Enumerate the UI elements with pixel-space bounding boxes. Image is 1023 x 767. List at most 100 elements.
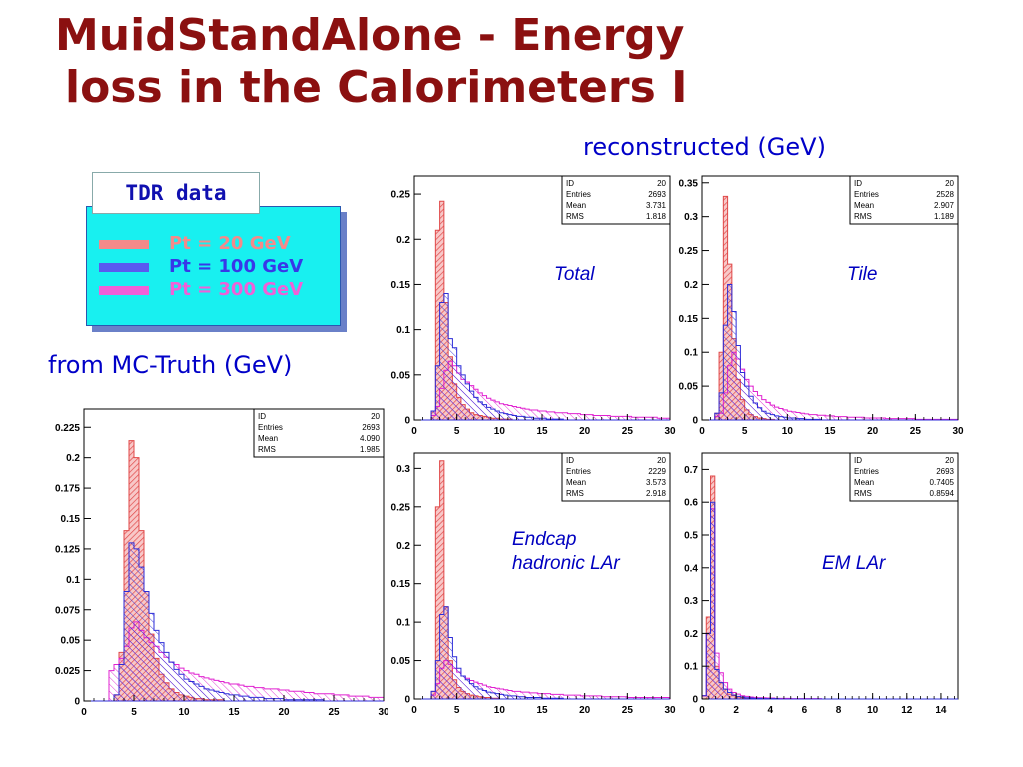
x-tick-label: 2 xyxy=(733,705,739,716)
series-pt100 xyxy=(84,542,384,702)
stats-value: 20 xyxy=(945,456,954,465)
x-tick-label: 0 xyxy=(699,705,705,716)
stats-value: 2.907 xyxy=(934,201,955,210)
x-tick-label: 20 xyxy=(579,705,591,716)
stats-key: ID xyxy=(854,456,862,465)
y-tick-label: 0.2 xyxy=(684,629,698,640)
y-tick-label: 0.7 xyxy=(684,465,698,476)
y-tick-label: 0.1 xyxy=(684,662,698,673)
x-tick-label: 6 xyxy=(802,705,808,716)
x-tick-label: 20 xyxy=(579,426,591,437)
y-tick-label: 0 xyxy=(404,416,410,427)
legend-swatch-pt100 xyxy=(99,263,149,272)
slide-title-line-1: MuidStandAlone - Energy xyxy=(55,10,685,61)
stats-key: Mean xyxy=(854,201,874,210)
x-tick-label: 10 xyxy=(782,426,794,437)
stats-value: 20 xyxy=(657,179,666,188)
x-tick-label: 4 xyxy=(767,705,773,716)
y-tick-label: 0.1 xyxy=(396,325,410,336)
stats-value: 3.573 xyxy=(646,478,667,487)
stats-value: 4.090 xyxy=(360,434,381,443)
legend-tag: TDR data xyxy=(92,172,260,214)
y-tick-label: 0.2 xyxy=(396,541,410,552)
y-tick-label: 0.225 xyxy=(55,423,80,434)
slide-title: MuidStandAlone - Energy loss in the Calo… xyxy=(55,10,755,114)
x-tick-label: 8 xyxy=(836,705,842,716)
x-tick-label: 30 xyxy=(378,707,388,718)
x-tick-label: 25 xyxy=(622,426,634,437)
stats-value: 0.7405 xyxy=(930,478,955,487)
legend-item-pt20: Pt = 20 GeV xyxy=(95,233,335,255)
y-tick-label: 0.4 xyxy=(684,563,698,574)
y-tick-label: 0.025 xyxy=(55,666,80,677)
slide-title-line-2: loss in the Calorimeters I xyxy=(65,62,688,113)
y-tick-label: 0.075 xyxy=(55,605,80,616)
x-tick-label: 10 xyxy=(867,705,879,716)
y-tick-label: 0.3 xyxy=(684,212,698,223)
stats-value: 2693 xyxy=(648,190,666,199)
x-tick-label: 0 xyxy=(411,705,417,716)
x-tick-label: 0 xyxy=(699,426,705,437)
legend-swatch-pt300 xyxy=(99,286,149,295)
x-tick-label: 10 xyxy=(494,705,506,716)
y-tick-label: 0.6 xyxy=(684,498,698,509)
x-tick-label: 15 xyxy=(536,426,548,437)
stats-key: Entries xyxy=(854,190,879,199)
stats-key: Entries xyxy=(258,423,283,432)
x-tick-label: 10 xyxy=(178,707,190,718)
stats-key: ID xyxy=(566,179,574,188)
x-tick-label: 20 xyxy=(278,707,290,718)
histogram-endcap-hadronic-lar: 0 5 10 15 20 25 30 0 0.05 0.1 0.15 0.2 0.25 0.3 ID 20 En… xyxy=(384,449,676,721)
stats-key: Entries xyxy=(566,467,591,476)
x-tick-label: 5 xyxy=(742,426,748,437)
stats-value: 2229 xyxy=(648,467,666,476)
histogram-total: 0 5 10 15 20 25 30 0 0.05 0.1 0.15 0.2 0.25 ID 20 Entri… xyxy=(384,172,676,442)
series-pt100 xyxy=(414,606,670,700)
y-tick-label: 0.1 xyxy=(684,348,698,359)
series-pt100 xyxy=(701,501,958,700)
stats-value: 2693 xyxy=(362,423,380,432)
stats-value: 20 xyxy=(945,179,954,188)
stats-box xyxy=(561,175,671,225)
x-tick-label: 15 xyxy=(824,426,836,437)
stats-value: 2528 xyxy=(936,190,954,199)
x-tick-label: 15 xyxy=(228,707,240,718)
y-tick-label: 0.15 xyxy=(61,514,81,525)
y-tick-label: 0.1 xyxy=(396,618,410,629)
y-tick-label: 0.35 xyxy=(679,178,699,189)
y-tick-label: 0.05 xyxy=(61,636,81,647)
y-tick-label: 0.25 xyxy=(679,246,699,257)
x-tick-label: 30 xyxy=(952,426,964,437)
stats-value: 20 xyxy=(657,456,666,465)
caption-mc-truth: from MC-Truth (GeV) xyxy=(48,351,293,379)
series-pt100 xyxy=(414,292,670,421)
x-tick-label: 25 xyxy=(910,426,922,437)
legend-box: Pt = 20 GeV Pt = 100 GeV Pt = 300 GeV xyxy=(86,206,341,326)
y-tick-label: 0 xyxy=(74,697,80,708)
y-tick-label: 0.3 xyxy=(684,596,698,607)
y-tick-label: 0.25 xyxy=(391,190,411,201)
stats-key: RMS xyxy=(566,212,584,221)
x-tick-label: 5 xyxy=(131,707,137,718)
histogram-svg: 0 5 10 15 20 25 30 0 0.025 0.05 0.075 0.1 0.125 0.15 0… xyxy=(55,408,388,718)
y-tick-label: 0 xyxy=(404,695,410,706)
stats-value: 1.818 xyxy=(646,212,667,221)
stats-box xyxy=(849,452,959,502)
stats-key: RMS xyxy=(854,489,872,498)
stats-key: RMS xyxy=(854,212,872,221)
stats-key: RMS xyxy=(566,489,584,498)
y-tick-label: 0.15 xyxy=(391,280,411,291)
legend-swatch-pt20 xyxy=(99,240,149,249)
stats-key: ID xyxy=(566,456,574,465)
y-tick-label: 0.2 xyxy=(396,235,410,246)
x-tick-label: 14 xyxy=(935,705,947,716)
histogram-svg: 0 5 10 15 20 25 30 0 0.05 0.1 0.15 0.2 0.25 0.3 0.35 ID… xyxy=(679,175,964,437)
stats-value: 2693 xyxy=(936,467,954,476)
stats-value: 3.731 xyxy=(646,201,667,210)
y-tick-label: 0 xyxy=(692,695,698,706)
y-tick-label: 0.175 xyxy=(55,484,80,495)
caption-reconstructed: reconstructed (GeV) xyxy=(583,133,826,161)
y-tick-label: 0.1 xyxy=(66,575,80,586)
y-tick-label: 0.125 xyxy=(55,544,80,555)
histogram-svg: 0 5 10 15 20 25 30 0 0.05 0.1 0.15 0.2 0.25 0.3 ID 20 En… xyxy=(391,452,676,716)
